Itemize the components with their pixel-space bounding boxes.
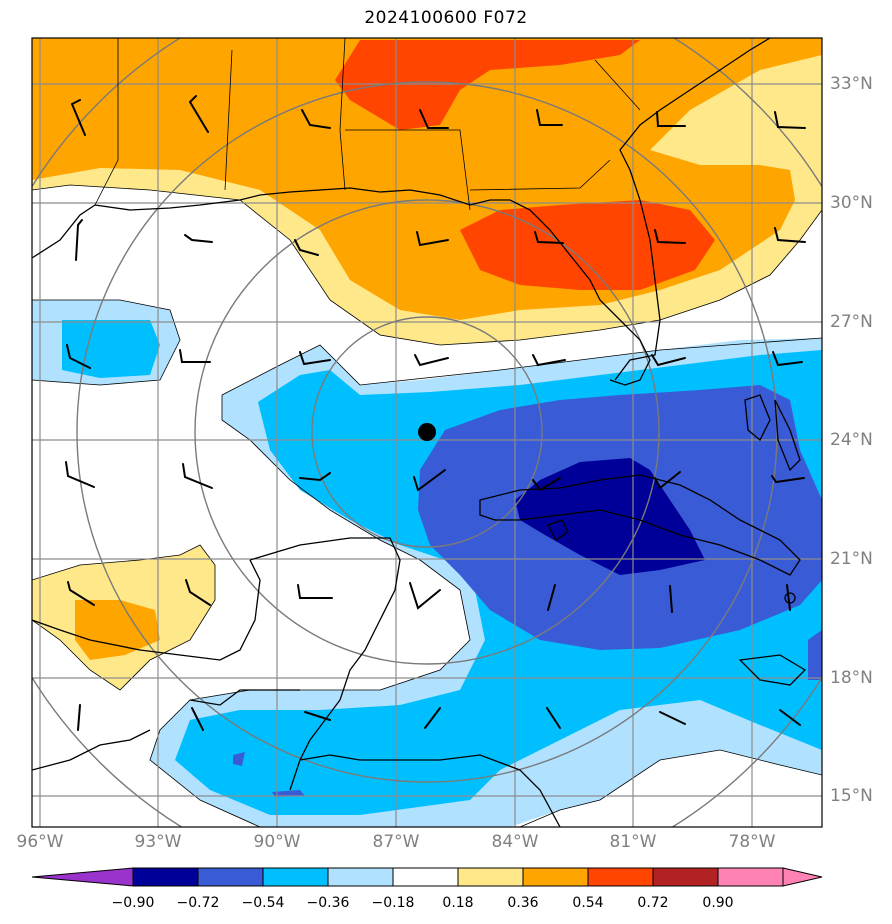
storm-center-marker (418, 423, 436, 441)
colorbar-over-arrow (782, 867, 823, 887)
colorbar (31, 867, 823, 887)
map-frame (31, 37, 823, 828)
lat-label-33n: 33°N (830, 74, 873, 94)
lat-label-15n: 15°N (830, 786, 873, 806)
lon-label-93w: 93°W (134, 832, 182, 852)
colorbar-tick: 0.72 (637, 895, 669, 911)
colorbar-tick: −0.18 (371, 895, 415, 911)
lat-label-18n: 18°N (830, 668, 873, 688)
contour-neg0.36-west (62, 320, 160, 378)
contour-0.54-north-b (460, 200, 715, 290)
lat-label-27n: 27°N (830, 312, 873, 332)
wind-barbs (65, 95, 806, 731)
field-layer (32, 38, 822, 827)
colorbar-tick: −0.36 (306, 895, 350, 911)
colorbar-tick: −0.54 (241, 895, 285, 911)
coastlines (32, 38, 807, 827)
contour-neg0.54-belize (272, 790, 305, 797)
contour-neg0.54-east (808, 630, 822, 680)
colorbar-tick: 0.18 (442, 895, 474, 911)
contour-0.36-southwest (75, 600, 160, 660)
lon-label-96w: 96°W (16, 832, 64, 852)
lon-label-90w: 90°W (253, 832, 301, 852)
colorbar-tick: 0.36 (507, 895, 539, 911)
state-borders (94, 38, 641, 211)
lon-label-81w: 81°W (609, 832, 657, 852)
lon-label-84w: 84°W (491, 832, 539, 852)
contour-neg0.54-gulf-hond (233, 752, 245, 766)
colorbar-tick: −0.72 (176, 895, 220, 911)
colorbar-tick: −0.90 (111, 895, 155, 911)
lat-label-30n: 30°N (830, 193, 873, 213)
lon-label-87w: 87°W (372, 832, 420, 852)
contour-0.54-north-a (335, 40, 640, 130)
range-rings (32, 38, 822, 827)
colorbar-under-arrow (31, 867, 134, 887)
colorbar-tick: 0.54 (572, 895, 604, 911)
lat-label-24n: 24°N (830, 430, 873, 450)
colorbar-tick: 0.90 (702, 895, 734, 911)
lat-label-21n: 21°N (830, 549, 873, 569)
map-title: 2024100600 F072 (364, 8, 528, 28)
lon-label-78w: 78°W (728, 832, 776, 852)
